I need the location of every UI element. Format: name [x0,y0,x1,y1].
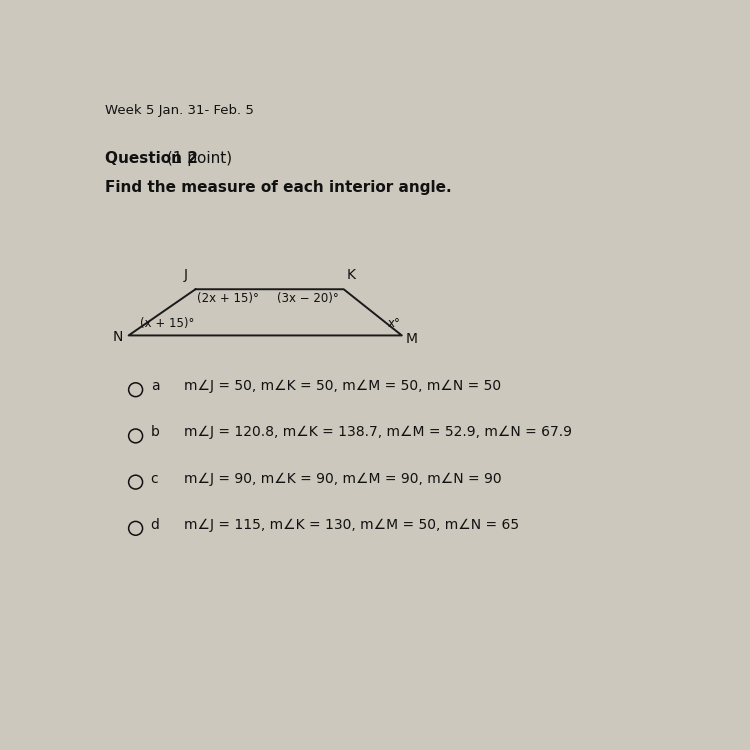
Text: Find the measure of each interior angle.: Find the measure of each interior angle. [105,179,452,194]
Text: (2x + 15)°: (2x + 15)° [197,292,259,304]
Text: K: K [346,268,355,282]
Text: M: M [406,332,418,346]
Text: b: b [151,425,160,439]
Text: N: N [112,330,123,344]
Text: x°: x° [387,316,400,330]
Text: m∠J = 120.8, m∠K = 138.7, m∠M = 52.9, m∠N = 67.9: m∠J = 120.8, m∠K = 138.7, m∠M = 52.9, m∠… [184,425,572,439]
Text: m∠J = 90, m∠K = 90, m∠M = 90, m∠N = 90: m∠J = 90, m∠K = 90, m∠M = 90, m∠N = 90 [184,472,502,485]
Text: m∠J = 115, m∠K = 130, m∠M = 50, m∠N = 65: m∠J = 115, m∠K = 130, m∠M = 50, m∠N = 65 [184,518,519,532]
Text: d: d [151,518,160,532]
Text: (1 point): (1 point) [162,151,232,166]
Text: a: a [151,380,159,393]
Text: Question 2: Question 2 [105,151,198,166]
Text: Week 5 Jan. 31- Feb. 5: Week 5 Jan. 31- Feb. 5 [105,104,254,118]
Text: m∠J = 50, m∠K = 50, m∠M = 50, m∠N = 50: m∠J = 50, m∠K = 50, m∠M = 50, m∠N = 50 [184,380,501,393]
Text: (3x − 20)°: (3x − 20)° [277,292,338,304]
Text: (x + 15)°: (x + 15)° [140,316,195,330]
Text: c: c [151,472,158,485]
Text: J: J [184,268,188,282]
